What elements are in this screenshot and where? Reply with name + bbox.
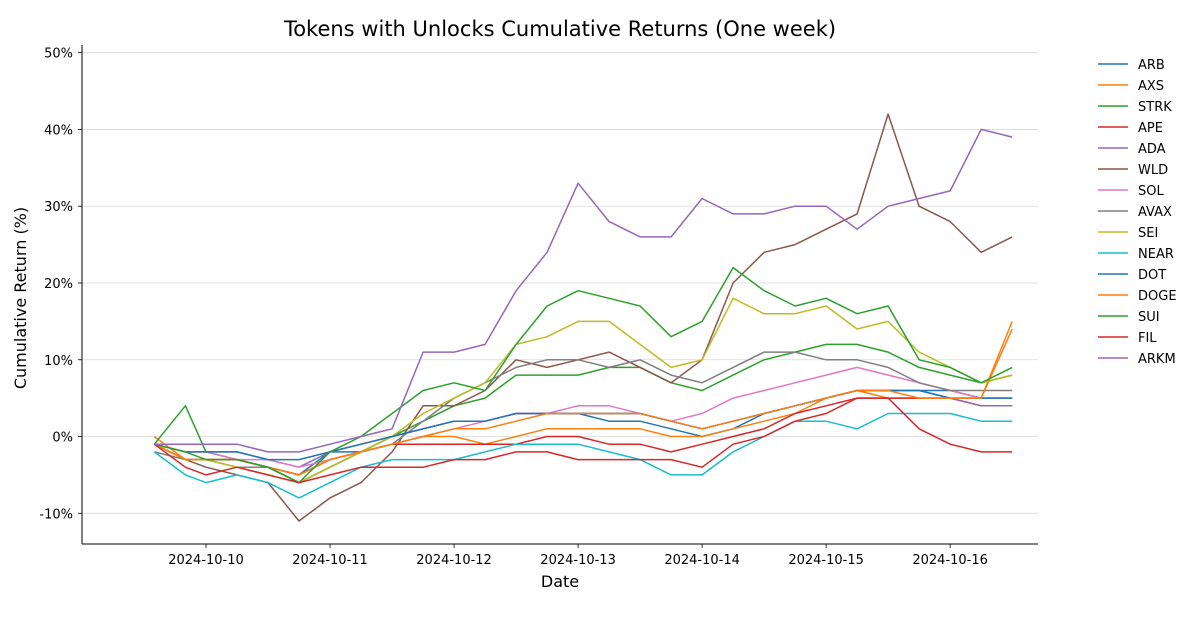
y-axis-title: Cumulative Return (%) xyxy=(11,207,30,389)
legend-label-fil: FIL xyxy=(1138,331,1157,346)
legend-label-ada: ADA xyxy=(1138,142,1166,157)
legend-label-sui: SUI xyxy=(1138,310,1160,325)
series-line-near xyxy=(153,412,1013,499)
legend-label-arb: ARB xyxy=(1138,58,1165,73)
y-tick-label: 0% xyxy=(52,431,73,446)
legend-label-near: NEAR xyxy=(1138,247,1174,262)
series-line-arkm xyxy=(154,128,1013,453)
legend-label-wld: WLD xyxy=(1138,163,1168,178)
series-line-dot xyxy=(154,389,1013,461)
legend-label-sol: SOL xyxy=(1138,184,1164,199)
legend-label-ape: APE xyxy=(1138,121,1163,136)
y-tick-label: 50% xyxy=(44,47,73,62)
legend-label-dot: DOT xyxy=(1138,268,1166,283)
legend-label-doge: DOGE xyxy=(1138,289,1177,304)
x-tick-label: 2024-10-14 xyxy=(664,553,740,568)
series-line-fil xyxy=(153,397,1013,484)
legend-label-sei: SEI xyxy=(1138,226,1158,241)
axes: 50% 40% 30% 20% 10% 0% -10% 2024-10-10 2024-10-1… xyxy=(39,45,1038,568)
x-tick-label: 2024-10-15 xyxy=(788,553,864,568)
legend-label-avax: AVAX xyxy=(1138,205,1172,220)
series-line-doge xyxy=(153,328,1013,476)
x-tick-label: 2024-10-10 xyxy=(168,553,244,568)
chart-title: Tokens with Unlocks Cumulative Returns (… xyxy=(283,17,836,41)
x-axis-title: Date xyxy=(541,572,579,591)
series-line-arb xyxy=(153,389,1013,476)
legend-label-axs: AXS xyxy=(1138,79,1164,94)
y-tick-label: 10% xyxy=(44,354,73,369)
legend: ARB AXS STRK APE ADA WLD SOL AVAX SEI NEAR DOT DOGE… xyxy=(1098,58,1177,367)
y-tick-label: 40% xyxy=(44,123,73,138)
legend-label-arkm: ARKM xyxy=(1138,352,1176,367)
x-tick-label: 2024-10-13 xyxy=(540,553,616,568)
x-tick-label: 2024-10-16 xyxy=(912,553,988,568)
plot-area xyxy=(153,113,1013,522)
y-tick-label: 30% xyxy=(44,200,73,215)
y-tick-label: -10% xyxy=(39,507,73,522)
x-tick-label: 2024-10-12 xyxy=(416,553,492,568)
y-tick-label: 20% xyxy=(44,277,73,292)
series-line-sol xyxy=(154,366,1013,468)
legend-label-strk: STRK xyxy=(1138,100,1172,115)
series-line-sui xyxy=(154,266,1013,484)
x-tick-label: 2024-10-11 xyxy=(292,553,368,568)
